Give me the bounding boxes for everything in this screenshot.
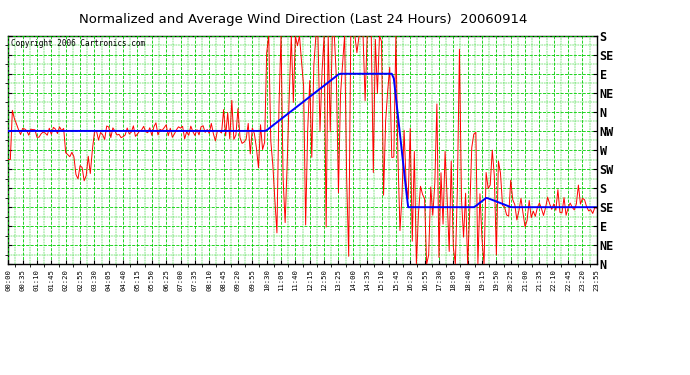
Text: Normalized and Average Wind Direction (Last 24 Hours)  20060914: Normalized and Average Wind Direction (L…	[79, 13, 528, 26]
Text: Copyright 2006 Cartronics.com: Copyright 2006 Cartronics.com	[11, 39, 146, 48]
